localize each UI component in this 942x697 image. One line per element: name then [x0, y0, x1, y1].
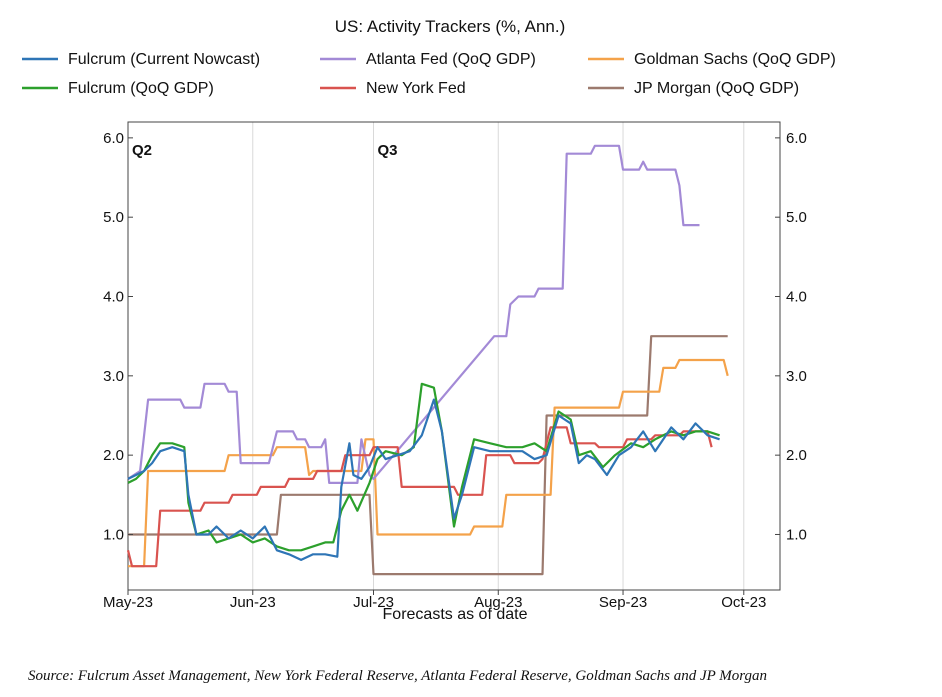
- y-tick-label-left: 6.0: [103, 130, 124, 147]
- y-tick-label-right: 1.0: [786, 526, 807, 543]
- y-tick-label-right: 5.0: [786, 209, 807, 226]
- y-axis-right: 1.0 2.0 3.0 4.0 5.0 6.0: [775, 130, 807, 543]
- source-note: Source: Fulcrum Asset Management, New Yo…: [28, 668, 768, 684]
- series-line-jp-morgan-qoq-gdp: [128, 335, 728, 576]
- legend-label: JP Morgan (QoQ GDP): [634, 80, 799, 97]
- x-tick-label: Jun-23: [230, 594, 276, 611]
- legend-label: Fulcrum (QoQ GDP): [68, 80, 214, 97]
- x-axis: May-23 Jun-23 Jul-23 Aug-23 Sep-23 Oct-23: [103, 590, 766, 611]
- series-line-fulcrum-qoq-gdp: [127, 382, 720, 552]
- x-tick-label: Aug-23: [474, 594, 522, 611]
- series-lines: [126, 144, 729, 576]
- quarter-label: Q3: [378, 142, 398, 159]
- quarter-label: Q2: [132, 142, 152, 159]
- series-line-new-york-fed: [126, 426, 713, 568]
- series-line-goldman-sachs-qoq-gdp: [128, 358, 729, 568]
- y-tick-label-right: 2.0: [786, 447, 807, 464]
- y-tick-label-right: 6.0: [786, 130, 807, 147]
- y-tick-label-right: 3.0: [786, 368, 807, 385]
- legend-label: Goldman Sachs (QoQ GDP): [634, 51, 836, 68]
- x-axis-label: Forecasts as of date: [383, 606, 528, 623]
- y-tick-label-left: 5.0: [103, 209, 124, 226]
- legend-label: New York Fed: [366, 80, 466, 97]
- y-tick-label-left: 3.0: [103, 368, 124, 385]
- x-tick-label: Oct-23: [721, 594, 766, 611]
- y-tick-label-right: 4.0: [786, 289, 807, 306]
- series-line-fulcrum-current-nowcast: [127, 398, 720, 562]
- activity-trackers-chart: US: Activity Trackers (%, Ann.) Fulcrum …: [22, 17, 836, 623]
- series-line-atlanta-fed-qoq-gdp: [127, 144, 700, 484]
- chart-title: US: Activity Trackers (%, Ann.): [335, 17, 566, 36]
- legend-label: Fulcrum (Current Nowcast): [68, 51, 260, 68]
- legend: Fulcrum (Current Nowcast) Atlanta Fed (Qo…: [22, 51, 836, 97]
- plot-frame: [127, 121, 781, 591]
- y-tick-label-left: 1.0: [103, 526, 124, 543]
- gridlines: [127, 122, 745, 590]
- y-axis-left: 1.0 2.0 3.0 4.0 5.0 6.0: [103, 130, 133, 543]
- legend-label: Atlanta Fed (QoQ GDP): [366, 51, 536, 68]
- x-tick-label: Sep-23: [599, 594, 647, 611]
- y-tick-label-left: 2.0: [103, 447, 124, 464]
- x-tick-label: May-23: [103, 594, 153, 611]
- x-tick-label: Jul-23: [353, 594, 394, 611]
- y-tick-label-left: 4.0: [103, 289, 124, 306]
- quarter-annotations: Q2 Q3: [132, 142, 398, 159]
